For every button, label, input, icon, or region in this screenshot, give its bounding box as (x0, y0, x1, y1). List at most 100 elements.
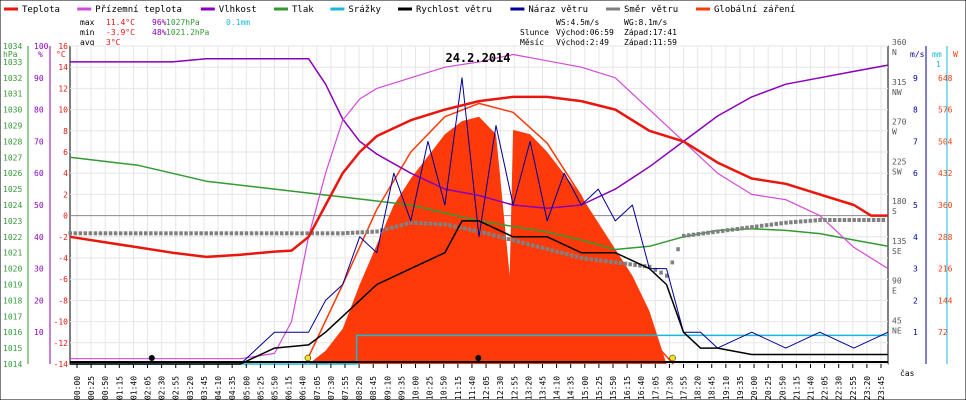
wind-direction-mark (725, 228, 730, 233)
wind-direction-mark (516, 239, 520, 244)
wind-direction-mark (375, 229, 379, 234)
direction-tick-label: 270 (892, 118, 907, 127)
wind-direction-mark (789, 220, 793, 225)
wind-direction-mark (103, 231, 108, 236)
wind-direction-mark (837, 218, 842, 222)
w-tick-label: 72 (938, 328, 948, 337)
moonrise-marker (148, 355, 155, 361)
wind-direction-mark (285, 231, 289, 236)
wind-direction-mark (755, 224, 759, 229)
wind-direction-mark (239, 231, 244, 236)
wind-direction-mark (871, 218, 876, 222)
hpa-tick-label: 1023 (3, 217, 22, 226)
hpa-tick-label: 1016 (3, 328, 22, 337)
hpa-unit: hPa (3, 50, 18, 59)
global-radiation-area (308, 116, 667, 364)
stat-temp: 3°C (106, 38, 121, 47)
wind-speed-line (70, 220, 888, 365)
degc-tick-label: -10 (54, 318, 69, 327)
degc-tick-label: -6 (58, 275, 68, 284)
wind-direction-mark (264, 231, 269, 236)
stat-rain: 0.1mm (226, 18, 250, 27)
w-tick-label: 144 (938, 296, 953, 305)
wind-direction-mark (467, 227, 472, 232)
legend-label: Vlhkost (219, 5, 257, 15)
x-tick-label: 14:35 (567, 376, 576, 400)
x-tick-label: 17:05 (651, 376, 660, 400)
wind-direction-mark (618, 261, 623, 265)
wind-direction-mark (808, 218, 813, 223)
direction-tick-label: 45 (892, 316, 902, 325)
wind-direction-mark (735, 227, 740, 231)
x-tick-label: 17:55 (680, 376, 689, 400)
wind-direction-mark (794, 219, 798, 224)
wind-direction-mark (706, 230, 710, 235)
wind-direction-mark (448, 223, 452, 228)
x-tick-label: 23:45 (877, 376, 886, 400)
wind-direction-mark (229, 231, 234, 236)
x-tick-label: 17:30 (665, 376, 674, 400)
w-tick-label: 432 (938, 169, 953, 178)
x-tick-label: 14:10 (553, 376, 562, 400)
x-tick-label: 19:35 (736, 376, 745, 400)
pct-tick-label: 100 (34, 42, 49, 51)
wind-direction-mark (169, 231, 173, 236)
wind-direction-mark (259, 231, 264, 236)
direction-tick-label: 360 (892, 38, 907, 47)
wind-direction-mark (204, 231, 208, 236)
wind-direction-mark (647, 264, 652, 269)
wind-direction-mark (423, 221, 428, 226)
wind-direction-mark (584, 256, 589, 261)
wind-direction-mark (88, 231, 93, 236)
direction-tick-label: 315 (892, 78, 907, 87)
x-tick-label: 03:20 (186, 376, 195, 400)
x-tick-label: 11:40 (468, 376, 477, 400)
stats-block: max 11.4°C 96% 1027hPa 0.1mm min -3.9°C 48% 1021… (80, 18, 250, 47)
wind-direction-mark (545, 247, 550, 252)
wind-direction-mark (721, 228, 725, 233)
x-tick-label: 23:20 (863, 376, 872, 400)
wind-direction-mark (769, 222, 774, 227)
wind-direction-mark (428, 221, 433, 226)
direction-tick-label: S (892, 207, 897, 216)
degc-unit: °C (56, 50, 66, 59)
wind-direction-mark (419, 221, 423, 226)
wind-direction-mark (691, 232, 696, 237)
wind-direction-mark (784, 220, 788, 225)
x-tick-label: 12:55 (510, 376, 519, 400)
x-tick-label: 22:55 (849, 376, 858, 400)
moonset-marker (475, 355, 482, 361)
x-tick-label: 05:25 (256, 376, 265, 400)
degc-tick-label: -14 (54, 360, 69, 369)
wind-direction-mark (346, 231, 350, 235)
direction-tick-label: W (892, 128, 897, 137)
wind-direction-mark (492, 233, 496, 238)
wind-direction-mark (750, 225, 754, 230)
wind-direction-mark (832, 218, 837, 222)
direction-tick-label: 225 (892, 157, 907, 166)
wind-direction-mark (589, 257, 593, 262)
x-tick-label: 15:50 (609, 376, 618, 400)
hpa-tick-label: 1017 (3, 312, 22, 321)
hpa-tick-label: 1026 (3, 169, 22, 178)
x-tick-label: 12:05 (482, 376, 491, 400)
w-tick-label: 288 (938, 233, 953, 242)
x-tick-label: 20:25 (764, 376, 773, 400)
wind-direction-mark (300, 231, 304, 236)
hpa-tick-label: 1024 (3, 201, 22, 210)
wind-direction-mark (759, 223, 764, 228)
hpa-tick-label: 1015 (3, 344, 22, 353)
wind-direction-mark (506, 237, 511, 242)
direction-tick-label: 90 (892, 277, 902, 286)
axes-layer: 00:00 00:25 00:50 01:15 01:40 02:05 02:30 02:55… (3, 38, 958, 400)
w-tick-label: 576 (938, 106, 953, 115)
x-tick-label: 02:30 (158, 376, 167, 400)
ms-tick-label: 4 (913, 233, 918, 242)
legend-label: Rychlost větru (416, 5, 492, 15)
sunrise-marker (304, 354, 312, 362)
stat-humidity: 96% (152, 18, 167, 27)
hpa-tick-label: 1014 (3, 360, 22, 369)
wind-direction-mark (730, 227, 735, 232)
degc-tick-label: 10 (58, 106, 68, 115)
humidity-line (70, 57, 889, 209)
